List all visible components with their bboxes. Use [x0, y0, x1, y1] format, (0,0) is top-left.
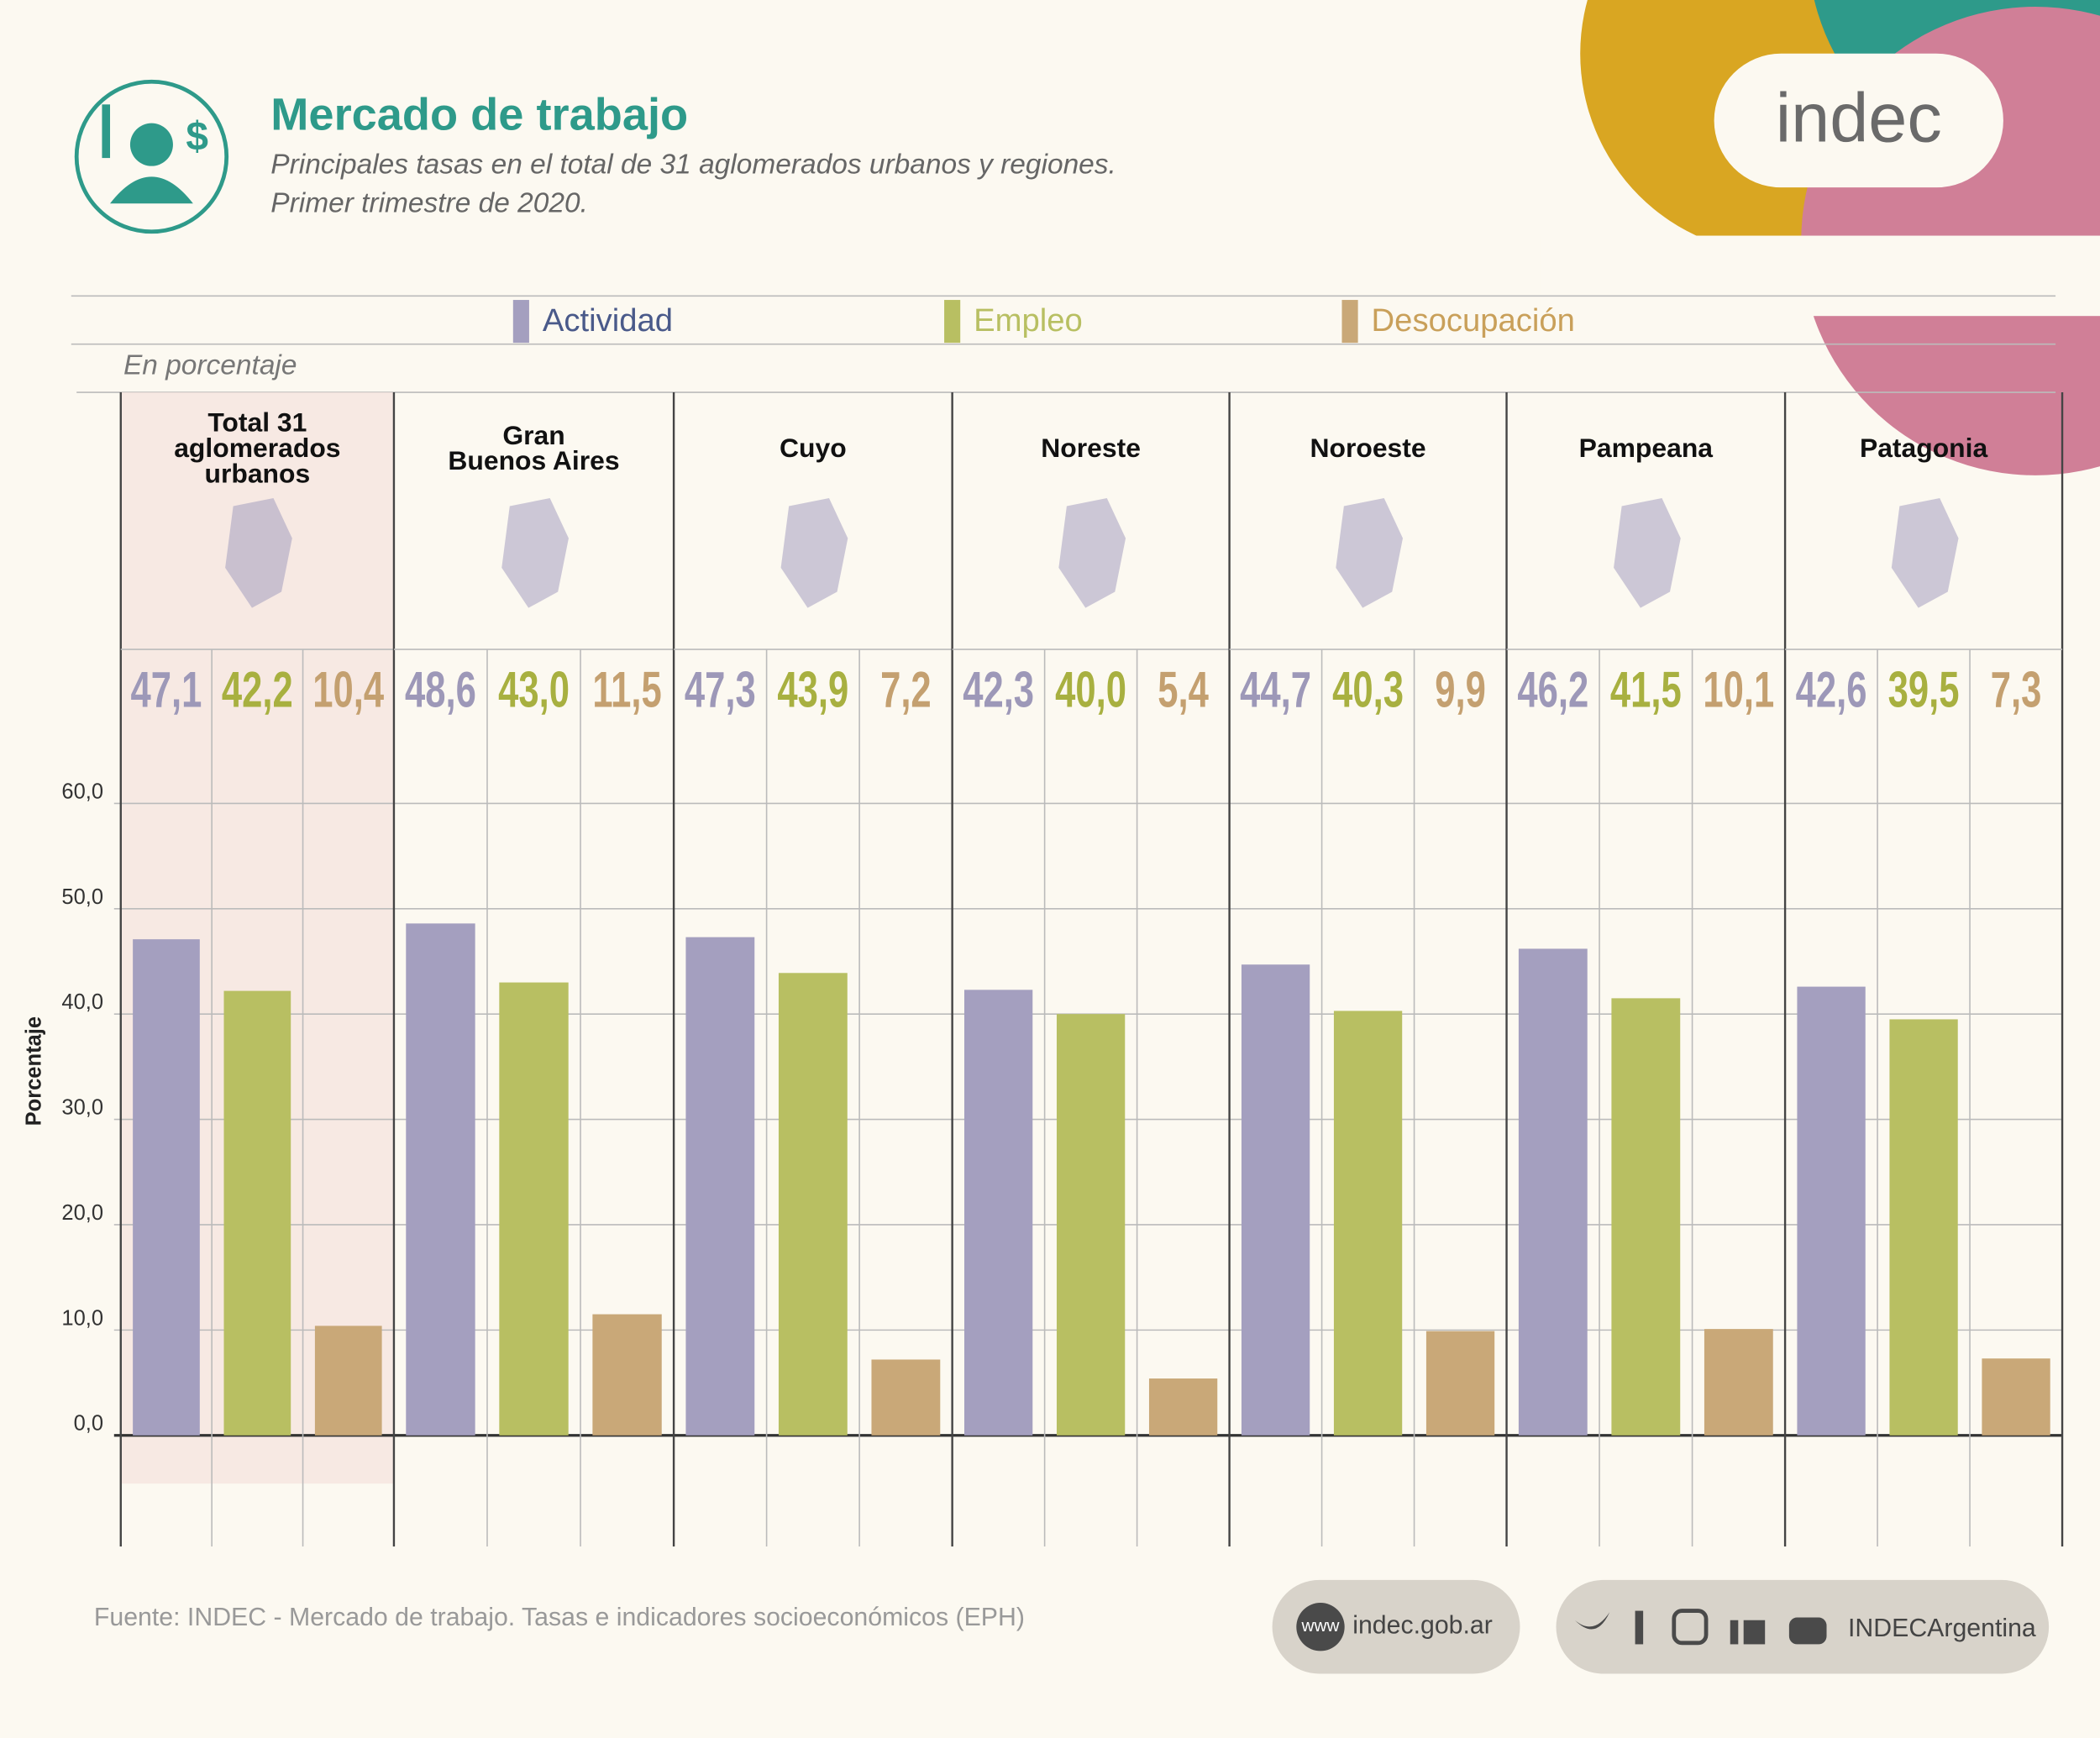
- value-label: 42,2: [222, 662, 293, 719]
- y-axis-label: Porcentaje: [22, 1016, 45, 1126]
- bar: [1425, 1331, 1495, 1436]
- bar: [1241, 964, 1310, 1436]
- legend-label: Empleo: [974, 302, 1083, 339]
- legend-label: Desocupación: [1372, 302, 1575, 339]
- value-label: 10,4: [312, 662, 384, 719]
- logo: indec: [1776, 79, 1942, 157]
- value-label: 43,0: [498, 662, 570, 719]
- y-tick-label: 50,0: [61, 885, 103, 909]
- value-label: 43,9: [777, 662, 848, 719]
- value-label: 41,5: [1610, 662, 1682, 719]
- bar: [1797, 986, 1866, 1436]
- social-handle: INDECArgentina: [1848, 1615, 2036, 1642]
- group-label: aglomerados: [174, 433, 340, 463]
- header-rules: [71, 295, 2056, 393]
- y-tick-label: 20,0: [61, 1201, 103, 1225]
- region-map: [501, 497, 569, 608]
- group-label: urbanos: [205, 458, 311, 488]
- value-label: 40,3: [1332, 662, 1404, 719]
- subtitle: Principales tasas en el total de 31 aglo…: [270, 149, 1116, 180]
- legend-swatch: [1341, 300, 1358, 344]
- value-label: 7,3: [1991, 662, 2042, 719]
- source: Fuente: INDEC - Mercado de trabajo. Tasa…: [94, 1604, 1025, 1631]
- group-label: Patagonia: [1860, 433, 1988, 463]
- region-map: [780, 497, 848, 608]
- bar: [963, 990, 1033, 1436]
- y-tick-label: 40,0: [61, 990, 103, 1014]
- icon: $: [74, 79, 229, 234]
- bar: [1056, 1014, 1126, 1436]
- group-label: Total 31: [207, 407, 307, 438]
- region-map: [225, 497, 292, 608]
- value-label: 5,4: [1158, 662, 1209, 719]
- group-label: Cuyo: [780, 433, 847, 463]
- group-label: Noreste: [1041, 433, 1141, 463]
- value-label: 10,1: [1703, 662, 1774, 719]
- website: indec.gob.ar: [1352, 1612, 1493, 1640]
- web-icon-bg: [1296, 1603, 1345, 1651]
- value-label: 7,2: [880, 662, 932, 719]
- svg-text:$: $: [186, 114, 208, 159]
- bar: [1982, 1358, 2050, 1436]
- value-label: 47,3: [685, 662, 756, 719]
- bar: [1333, 1011, 1403, 1436]
- bar: [406, 923, 475, 1436]
- value-label: 44,7: [1240, 662, 1311, 719]
- value-label: 46,2: [1517, 662, 1588, 719]
- value-label: 39,5: [1888, 662, 1960, 719]
- region-map: [1058, 497, 1126, 608]
- bar: [1704, 1329, 1773, 1436]
- group-label: Gran: [502, 420, 564, 450]
- value-label: 42,3: [963, 662, 1034, 719]
- legend-label: Actividad: [543, 302, 673, 339]
- value-label: 42,6: [1796, 662, 1867, 719]
- group-label: Pampeana: [1579, 433, 1714, 463]
- web-pill: [1272, 1579, 1520, 1674]
- title: Mercado de trabajo: [270, 90, 688, 140]
- bar: [685, 937, 755, 1436]
- social-icons: [1574, 1609, 1827, 1646]
- web-icon: www: [1301, 1616, 1341, 1636]
- value-label: 11,5: [592, 662, 661, 719]
- group-label: Buenos Aires: [448, 445, 619, 475]
- bar: [871, 1359, 941, 1436]
- bar: [499, 982, 569, 1436]
- y-tick-label: 30,0: [61, 1096, 103, 1120]
- region-map: [1891, 497, 1959, 608]
- legend-swatch: [512, 300, 529, 344]
- unit-note: En porcentaje: [123, 350, 297, 381]
- bar: [1518, 948, 1588, 1436]
- y-tick-label: 60,0: [61, 780, 103, 803]
- region-map: [1614, 497, 1681, 608]
- legend-swatch: [944, 300, 961, 344]
- value-label: 9,9: [1435, 662, 1486, 719]
- value-label: 40,0: [1055, 662, 1126, 719]
- subtitle: Primer trimestre de 2020.: [270, 188, 588, 219]
- bar: [1148, 1378, 1218, 1436]
- group-label: Noroeste: [1310, 433, 1426, 463]
- bar: [778, 973, 848, 1436]
- value-label: 47,1: [131, 662, 202, 719]
- y-tick-label: 0,0: [74, 1412, 103, 1436]
- bar: [1611, 998, 1681, 1436]
- bar: [133, 939, 200, 1436]
- bar: [1889, 1019, 1958, 1436]
- region-map: [1336, 497, 1404, 608]
- y-tick-label: 10,0: [61, 1306, 103, 1330]
- bar: [314, 1326, 382, 1436]
- bar: [592, 1314, 662, 1436]
- bar: [223, 990, 291, 1436]
- value-label: 48,6: [405, 662, 476, 719]
- logo-area: indec: [1540, 0, 2100, 475]
